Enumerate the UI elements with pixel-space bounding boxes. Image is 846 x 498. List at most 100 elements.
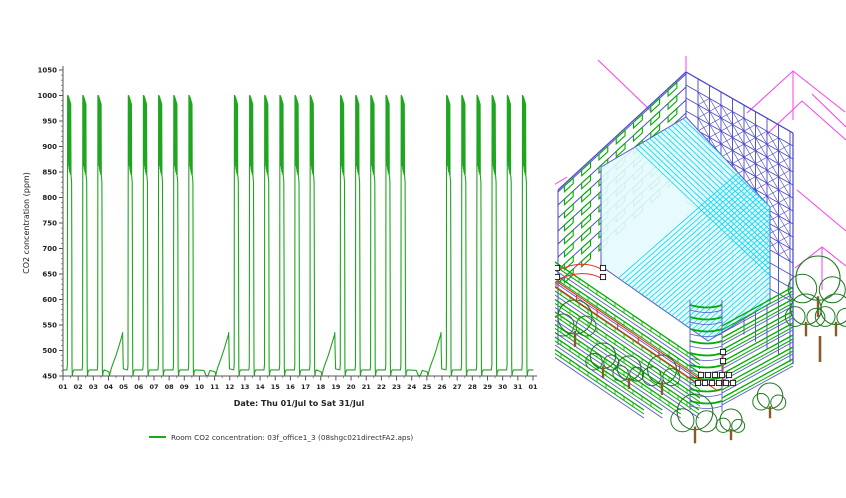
lattice-brace [743,137,756,145]
node-marker [599,273,607,281]
podium-slab-line [721,353,794,394]
corner-band [689,304,723,309]
corner-band [689,400,723,405]
lattice-brace [732,117,745,125]
facade-band [555,298,701,399]
node-marker [708,379,716,387]
tree-canopy [795,255,841,301]
corner-band [689,328,723,333]
x-tick-label: 02 [74,383,83,391]
lattice-brace [732,156,745,164]
facade-band [555,273,701,374]
tree-canopy [719,408,743,432]
node-marker [711,371,719,379]
tree-canopy [676,393,714,431]
terrace-panel [650,123,661,140]
tree-canopy [670,408,695,433]
terrace-panel [667,81,678,98]
hatch-line [601,135,770,341]
x-tick-label: 21 [362,383,372,391]
facade-band [721,322,794,363]
tree [752,382,787,419]
terrace-panel [563,254,574,271]
co2-chart-panel: 1050 1000 950 900 850 800 750 700 650 600 550 500 45… [22,66,538,442]
node-marker [704,371,712,379]
x-tick-label: 18 [316,383,326,391]
x-tick-label: 15 [271,383,281,391]
node-marker [719,357,727,365]
terrace-panel [581,160,592,178]
context-line [597,59,653,113]
tree-canopy [715,417,731,433]
facade-band [721,326,794,367]
x-tick-label: 04 [104,383,114,391]
corner-slab [689,345,723,349]
terrace-panel [632,126,643,143]
terrace-panel [563,176,574,193]
tree-canopy [814,306,836,327]
x-tick-label: 28 [468,383,478,391]
facade-band [721,338,794,379]
terrace-panel [563,228,574,245]
y-tick-label: 800 [42,194,57,202]
facade-band [721,334,794,375]
hatch-line [601,135,770,341]
node-marker [729,379,737,387]
tree-canopy [662,368,681,387]
lattice-row [685,84,794,147]
hatch-line [601,135,770,341]
building-model-viewport [555,0,846,498]
hatch-line [611,135,770,341]
hatch-line [617,135,770,341]
y-tick-label: 750 [42,219,57,227]
tree-canopy [695,410,718,433]
lattice-brace [720,137,733,145]
lattice-brace [755,143,768,151]
lattice-brace [720,124,733,132]
corner-slab [689,309,723,313]
lattice-brace [778,196,791,203]
podium-slab-line [721,317,794,358]
tree-canopy [787,273,818,304]
node-marker [722,379,730,387]
facade-band [721,310,794,351]
atrium-glazing-hatch [600,0,846,342]
facade-band [555,323,682,411]
lattice-brace [778,144,791,151]
hatch-line [601,135,770,341]
podium-slab-line [555,294,701,395]
podium-slab-line [721,305,794,346]
facade-band [555,315,700,415]
x-tick-label: 27 [453,383,462,391]
hatch-line [601,135,770,341]
lattice-brace [743,150,756,158]
tree-canopy [752,393,770,411]
lattice-brace [778,183,791,190]
node-marker [718,371,726,379]
x-tick-label: 01 [528,383,538,391]
x-tick-label: 11 [210,383,220,391]
route-curve [558,273,602,280]
hatch-line [601,135,770,341]
podium-slab-line [555,331,681,419]
x-tick-label: 07 [149,383,158,391]
context-line [555,176,568,185]
tree-canopy [629,366,645,382]
y-axis-title: CO2 concentration (ppm) [22,172,31,274]
lattice-brace [732,130,745,138]
hatch-line [601,117,770,286]
x-tick-label: 12 [225,383,234,391]
lattice-brace [778,170,791,177]
hatch-line [601,135,770,341]
terrace-panel [581,199,592,217]
hatch-line [804,0,846,285]
podium-slab-line [721,293,794,334]
corner-band [689,352,723,357]
hatch-line [601,135,770,341]
lattice-brace [766,176,779,184]
y-tick-label: 1000 [38,92,58,100]
tree [715,408,746,441]
chart-legend: Room CO2 concentration: 03f_office1_3 (0… [149,433,413,442]
hatch-line [605,135,770,341]
tree-canopy [641,366,662,387]
